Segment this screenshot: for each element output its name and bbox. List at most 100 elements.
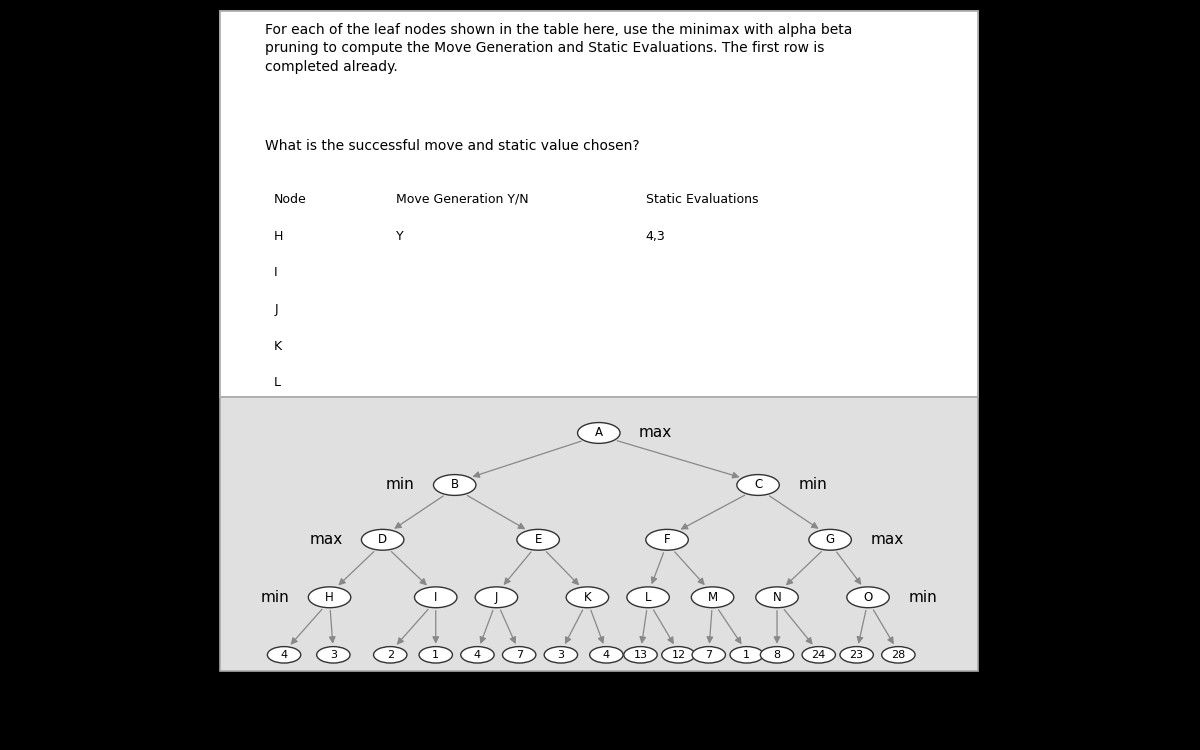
- Bar: [265, 291, 386, 328]
- Ellipse shape: [268, 646, 301, 663]
- Bar: [637, 401, 940, 438]
- Bar: [637, 182, 940, 218]
- Ellipse shape: [461, 646, 494, 663]
- Text: K: K: [583, 591, 592, 604]
- Bar: [386, 475, 637, 512]
- Text: 3: 3: [557, 650, 564, 660]
- Text: L: L: [275, 376, 281, 389]
- Text: Move Generation Y/N: Move Generation Y/N: [396, 193, 528, 206]
- Ellipse shape: [433, 475, 476, 496]
- Ellipse shape: [626, 587, 670, 608]
- Text: 8: 8: [774, 650, 780, 660]
- Text: 3: 3: [330, 650, 337, 660]
- Ellipse shape: [802, 646, 835, 663]
- Bar: [637, 438, 940, 475]
- Text: max: max: [310, 532, 342, 548]
- Ellipse shape: [692, 646, 726, 663]
- Text: 13: 13: [634, 650, 648, 660]
- Ellipse shape: [761, 646, 793, 663]
- Text: J: J: [275, 303, 278, 316]
- Text: G: G: [826, 533, 835, 546]
- Ellipse shape: [661, 646, 695, 663]
- Text: O: O: [275, 487, 284, 500]
- Ellipse shape: [847, 587, 889, 608]
- Text: 4: 4: [281, 650, 288, 660]
- Text: N: N: [275, 450, 283, 463]
- Ellipse shape: [691, 587, 733, 608]
- Text: 1: 1: [743, 650, 750, 660]
- Text: 7: 7: [516, 650, 523, 660]
- Bar: [265, 401, 386, 438]
- Text: 28: 28: [892, 650, 906, 660]
- Text: I: I: [434, 591, 438, 604]
- Ellipse shape: [517, 530, 559, 550]
- Text: For each of the leaf nodes shown in the table here, use the minimax with alpha b: For each of the leaf nodes shown in the …: [265, 22, 852, 74]
- Text: Static Evaluations: Static Evaluations: [646, 193, 758, 206]
- Text: C: C: [754, 478, 762, 491]
- Text: F: F: [664, 533, 671, 546]
- Ellipse shape: [317, 646, 350, 663]
- Bar: [386, 364, 637, 401]
- Bar: [265, 217, 386, 254]
- Text: max: max: [870, 532, 904, 548]
- Bar: [386, 401, 637, 438]
- Ellipse shape: [756, 587, 798, 608]
- Bar: [637, 291, 940, 328]
- Text: N: N: [773, 591, 781, 604]
- Bar: [386, 328, 637, 364]
- Text: L: L: [644, 591, 652, 604]
- Ellipse shape: [882, 646, 916, 663]
- Text: min: min: [260, 590, 289, 604]
- Text: min: min: [798, 478, 827, 493]
- Ellipse shape: [544, 646, 577, 663]
- Text: 4: 4: [602, 650, 610, 660]
- Ellipse shape: [840, 646, 874, 663]
- Text: 1: 1: [432, 650, 439, 660]
- Text: 4: 4: [474, 650, 481, 660]
- Bar: [386, 438, 637, 475]
- Ellipse shape: [646, 530, 689, 550]
- Text: Y: Y: [396, 230, 403, 243]
- Bar: [386, 182, 637, 218]
- Ellipse shape: [737, 475, 779, 496]
- Text: Node: Node: [275, 193, 307, 206]
- Bar: [637, 217, 940, 254]
- Bar: [386, 291, 637, 328]
- Text: E: E: [534, 533, 542, 546]
- Text: 4,3: 4,3: [646, 230, 666, 243]
- Ellipse shape: [361, 530, 404, 550]
- Bar: [386, 254, 637, 291]
- Text: max: max: [638, 425, 672, 440]
- Bar: [265, 328, 386, 364]
- Text: D: D: [378, 533, 388, 546]
- Text: 24: 24: [811, 650, 826, 660]
- Bar: [637, 254, 940, 291]
- Bar: [265, 475, 386, 512]
- Text: What is the successful move and static value chosen?: What is the successful move and static v…: [265, 139, 640, 153]
- Ellipse shape: [414, 587, 457, 608]
- Text: I: I: [275, 266, 278, 279]
- Ellipse shape: [566, 587, 608, 608]
- Ellipse shape: [577, 422, 620, 443]
- Text: 12: 12: [671, 650, 685, 660]
- Text: min: min: [908, 590, 937, 604]
- Bar: [637, 475, 940, 512]
- Text: 7: 7: [706, 650, 713, 660]
- Text: M: M: [275, 413, 284, 426]
- Bar: [265, 182, 386, 218]
- Text: H: H: [325, 591, 334, 604]
- Ellipse shape: [308, 587, 350, 608]
- Ellipse shape: [809, 530, 851, 550]
- Text: 23: 23: [850, 650, 864, 660]
- Ellipse shape: [419, 646, 452, 663]
- Bar: [265, 438, 386, 475]
- Ellipse shape: [503, 646, 536, 663]
- Text: O: O: [864, 591, 872, 604]
- Ellipse shape: [730, 646, 763, 663]
- Text: 2: 2: [386, 650, 394, 660]
- Text: M: M: [708, 591, 718, 604]
- Text: min: min: [385, 478, 414, 493]
- Bar: [637, 364, 940, 401]
- Text: A: A: [595, 427, 602, 439]
- Text: H: H: [275, 230, 283, 243]
